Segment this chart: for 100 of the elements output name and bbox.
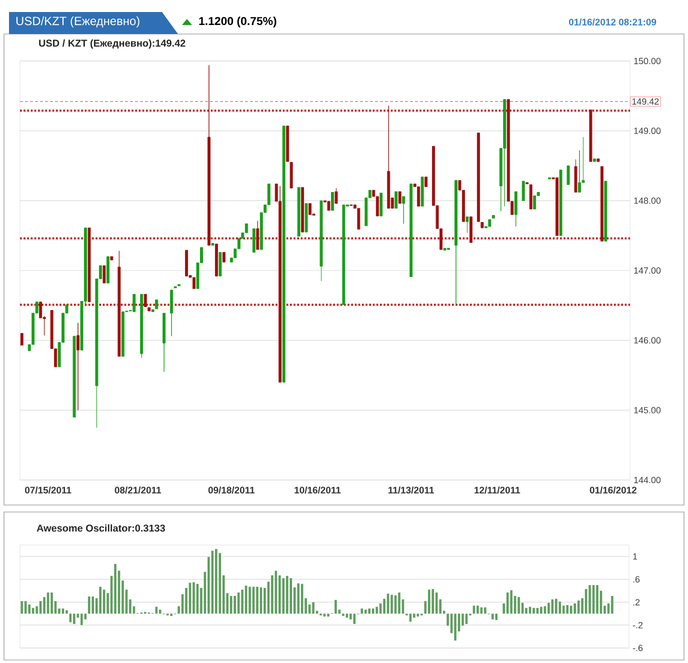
bar <box>215 549 218 614</box>
candlestick <box>185 250 188 276</box>
bar <box>532 608 535 614</box>
bar <box>353 614 356 624</box>
candlestick <box>492 215 495 218</box>
candlestick <box>394 191 398 209</box>
bar <box>491 614 494 620</box>
candlestick <box>218 252 222 276</box>
y-tick-label: 144.00 <box>634 476 661 484</box>
candlestick <box>514 191 518 227</box>
y-tick-label: 150.00 <box>634 58 661 64</box>
y-tick-label: 149.00 <box>634 128 661 134</box>
y-tick-label: .2 <box>633 599 640 606</box>
ref-line-label: 149.42 <box>632 98 659 105</box>
bar <box>510 590 512 614</box>
bar <box>286 576 288 614</box>
candlestick <box>454 180 458 306</box>
candlestick <box>331 192 334 211</box>
candlestick <box>162 312 166 372</box>
candlestick <box>566 166 570 185</box>
y-tick-label: 145.00 <box>634 406 661 414</box>
candlestick <box>387 105 390 209</box>
bar <box>368 608 370 614</box>
candlestick <box>170 290 174 336</box>
bar <box>518 597 520 614</box>
bar <box>413 614 416 618</box>
bar <box>99 586 102 614</box>
bar <box>297 583 300 614</box>
candlestick <box>327 201 330 211</box>
bar <box>114 564 116 614</box>
candlestick <box>151 309 154 312</box>
candlestick <box>488 219 492 227</box>
candlestick <box>297 187 300 237</box>
bar <box>327 614 330 617</box>
candlestick <box>155 300 158 310</box>
bar <box>416 614 420 617</box>
x-tick-label: 01/16/2012 <box>590 486 636 494</box>
candlestick <box>559 170 562 236</box>
candlestick <box>76 322 80 410</box>
bar <box>69 614 72 622</box>
bar <box>548 602 550 614</box>
y-tick-label: -.2 <box>632 622 643 628</box>
candlestick <box>192 277 196 289</box>
bar <box>596 585 598 614</box>
bar <box>540 606 542 614</box>
candlestick <box>522 180 525 201</box>
candlestick <box>102 265 106 284</box>
candlestick <box>301 187 304 232</box>
bar <box>555 598 558 614</box>
candlestick <box>466 216 469 234</box>
candlestick <box>443 248 446 250</box>
candlestick <box>529 184 532 210</box>
candlestick <box>88 228 91 302</box>
candlestick <box>208 64 210 246</box>
chart-title: Awesome Oscillator:0.3133 <box>36 524 165 532</box>
bar <box>376 606 378 614</box>
bar <box>248 586 251 614</box>
candlestick <box>342 204 346 305</box>
candlestick <box>132 294 136 312</box>
y-tick-label: 146.00 <box>634 337 661 344</box>
candlestick <box>334 188 338 204</box>
bar <box>80 614 83 626</box>
candlestick <box>144 294 147 308</box>
candlestick <box>214 244 218 276</box>
text: 01/16/2012 08:21:09 <box>568 18 656 26</box>
bar <box>24 601 27 614</box>
candlestick <box>469 216 472 243</box>
candlestick <box>533 196 536 210</box>
y-tick-label: 148.00 <box>634 197 661 204</box>
candlestick <box>410 184 413 278</box>
bar <box>92 596 94 614</box>
bar <box>271 575 274 614</box>
candlestick <box>604 180 608 242</box>
x-tick-label: 09/18/2011 <box>208 486 255 494</box>
candlestick <box>592 158 596 162</box>
bar <box>588 585 591 614</box>
candlestick <box>402 196 406 224</box>
bar <box>278 575 281 614</box>
bar <box>28 604 30 614</box>
candlestick <box>282 126 286 382</box>
bar <box>611 596 614 614</box>
candlestick <box>503 99 506 207</box>
y-tick-label: 147.00 <box>634 267 661 274</box>
candlestick <box>574 159 578 193</box>
candlestick <box>148 307 151 312</box>
bar <box>323 614 326 617</box>
candlestick <box>476 132 480 222</box>
candlestick <box>222 252 226 262</box>
candlestick <box>121 311 124 357</box>
bar <box>360 608 364 614</box>
bar <box>390 594 393 614</box>
bar <box>158 610 162 614</box>
bar <box>73 614 76 624</box>
candlestick <box>596 158 600 162</box>
candlestick <box>140 294 144 358</box>
candlestick <box>106 256 110 284</box>
y-tick-label: .6 <box>633 576 640 583</box>
bar <box>428 590 430 614</box>
candlestick <box>211 243 214 246</box>
candlestick <box>600 166 604 242</box>
